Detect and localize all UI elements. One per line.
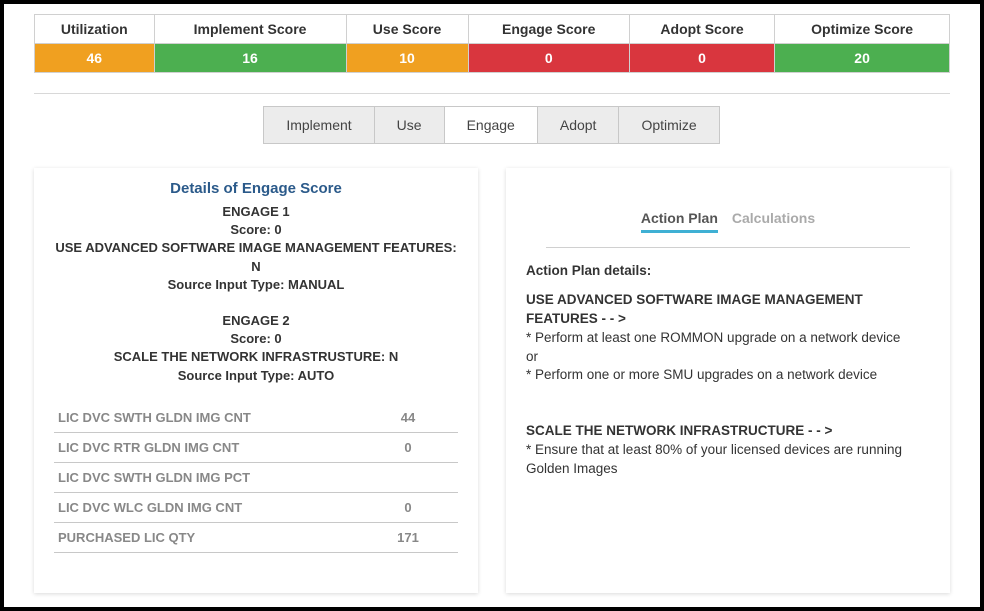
details-panel: Details of Engage Score ENGAGE 1 Score: … [34, 168, 478, 593]
category-tabs: Implement Use Engage Adopt Optimize [34, 106, 950, 144]
metric-value: 171 [358, 522, 458, 552]
table-row: LIC DVC SWTH GLDN IMG CNT44 [54, 403, 458, 433]
tab-adopt[interactable]: Adopt [537, 106, 620, 144]
action-section-title: USE ADVANCED SOFTWARE IMAGE MANAGEMENT F… [526, 291, 930, 329]
table-row: LIC DVC RTR GLDN IMG CNT0 [54, 432, 458, 462]
action-line: or [526, 348, 930, 367]
engage-block-line2: Source Input Type: MANUAL [54, 276, 458, 294]
action-plan-panel: Action Plan Calculations Action Plan det… [506, 168, 950, 593]
engage-block-1: ENGAGE 1 Score: 0 USE ADVANCED SOFTWARE … [54, 203, 458, 294]
engage-block-name: ENGAGE 1 [54, 203, 458, 221]
tab-implement[interactable]: Implement [263, 106, 374, 144]
action-sub-tabs: Action Plan Calculations [546, 180, 910, 233]
engage-block-score: Score: 0 [54, 330, 458, 348]
tab-use[interactable]: Use [374, 106, 445, 144]
score-value-optimize: 20 [775, 44, 950, 73]
metric-label: LIC DVC WLC GLDN IMG CNT [54, 492, 358, 522]
metric-value: 0 [358, 432, 458, 462]
metric-label: PURCHASED LIC QTY [54, 522, 358, 552]
score-summary-table: Utilization Implement Score Use Score En… [34, 14, 950, 73]
details-title: Details of Engage Score [54, 180, 458, 197]
metric-label: LIC DVC RTR GLDN IMG CNT [54, 432, 358, 462]
action-line: * Perform at least one ROMMON upgrade on… [526, 329, 930, 348]
action-plan-heading: Action Plan details: [526, 262, 930, 281]
score-value-engage: 0 [468, 44, 629, 73]
score-header: Optimize Score [775, 15, 950, 44]
score-header: Adopt Score [629, 15, 774, 44]
metrics-table: LIC DVC SWTH GLDN IMG CNT44 LIC DVC RTR … [54, 403, 458, 553]
tab-engage[interactable]: Engage [444, 106, 538, 144]
metric-value [358, 462, 458, 492]
score-value-implement: 16 [154, 44, 346, 73]
action-line: * Ensure that at least 80% of your licen… [526, 441, 930, 479]
engage-block-2: ENGAGE 2 Score: 0 SCALE THE NETWORK INFR… [54, 312, 458, 385]
engage-block-score: Score: 0 [54, 221, 458, 239]
tab-optimize[interactable]: Optimize [618, 106, 719, 144]
metric-label: LIC DVC SWTH GLDN IMG CNT [54, 403, 358, 433]
engage-block-line1: SCALE THE NETWORK INFRASTRUSTURE: N [54, 348, 458, 366]
table-row: LIC DVC SWTH GLDN IMG PCT [54, 462, 458, 492]
score-value-use: 10 [346, 44, 468, 73]
content-panels: Details of Engage Score ENGAGE 1 Score: … [34, 168, 950, 593]
score-header: Implement Score [154, 15, 346, 44]
metric-value: 44 [358, 403, 458, 433]
engage-block-line1: USE ADVANCED SOFTWARE IMAGE MANAGEMENT F… [54, 239, 458, 275]
score-header: Utilization [35, 15, 155, 44]
divider [34, 93, 950, 94]
score-header: Engage Score [468, 15, 629, 44]
action-plan-body: Action Plan details: USE ADVANCED SOFTWA… [526, 262, 930, 479]
action-section-title: SCALE THE NETWORK INFRASTRUCTURE - - > [526, 422, 930, 441]
metric-label: LIC DVC SWTH GLDN IMG PCT [54, 462, 358, 492]
score-value-utilization: 46 [35, 44, 155, 73]
score-header: Use Score [346, 15, 468, 44]
table-row: PURCHASED LIC QTY171 [54, 522, 458, 552]
engage-block-line2: Source Input Type: AUTO [54, 367, 458, 385]
action-line: * Perform one or more SMU upgrades on a … [526, 366, 930, 385]
engage-block-name: ENGAGE 2 [54, 312, 458, 330]
metric-value: 0 [358, 492, 458, 522]
table-row: LIC DVC WLC GLDN IMG CNT0 [54, 492, 458, 522]
sub-tab-action-plan[interactable]: Action Plan [641, 210, 718, 233]
score-value-adopt: 0 [629, 44, 774, 73]
sub-tab-calculations[interactable]: Calculations [732, 210, 815, 233]
